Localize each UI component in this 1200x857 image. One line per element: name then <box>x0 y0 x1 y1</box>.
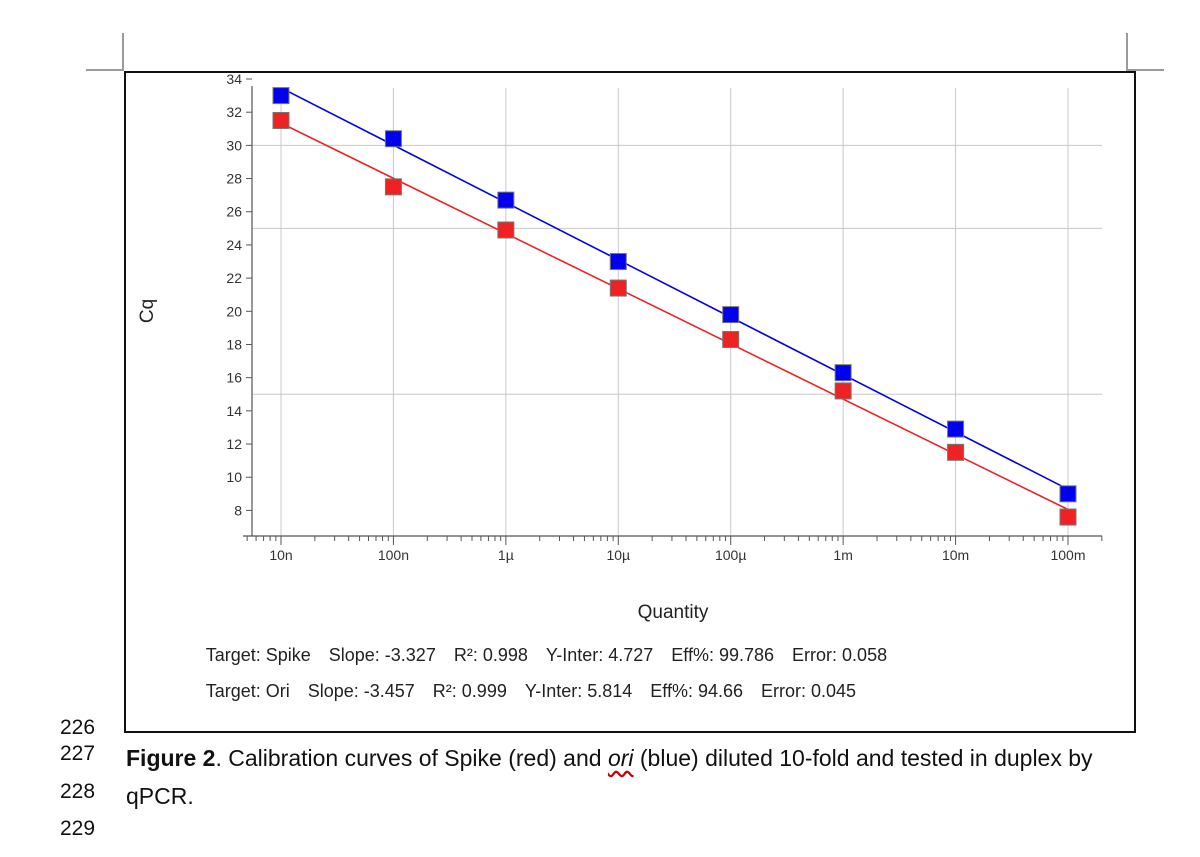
x-tick-label: 1m <box>833 547 852 563</box>
fit-line-ori <box>280 87 1069 491</box>
x-tick-label: 100µ <box>715 547 746 563</box>
x-tick-label: 10m <box>942 547 969 563</box>
caption-ori-term: ori <box>607 745 634 771</box>
data-point-spike <box>947 443 965 461</box>
line-number: 228 <box>60 780 96 803</box>
y-tick-label: 22 <box>226 270 242 286</box>
stat-error: Error: 0.045 <box>761 681 857 701</box>
y-tick-label: 34 <box>226 71 242 87</box>
data-point-spike <box>272 111 290 129</box>
data-point-ori <box>384 130 402 148</box>
x-axis-title: Quantity <box>638 602 709 623</box>
data-point-ori <box>722 306 740 324</box>
stat-r2: R²: 0.998 <box>453 645 528 665</box>
y-tick-label: 12 <box>226 436 242 452</box>
data-point-spike <box>497 221 515 239</box>
x-tick-label: 100m <box>1050 547 1085 563</box>
crop-mark-right-horizontal <box>1126 69 1164 71</box>
data-point-ori <box>947 420 965 438</box>
caption-text-2: (blue) diluted 10-fold and tested in dup… <box>126 745 1093 809</box>
figure-frame <box>124 71 1136 733</box>
stat-target: Target: Spike <box>205 645 311 665</box>
x-tick-label: 10n <box>269 547 292 563</box>
data-point-spike <box>722 331 740 349</box>
stat-slope: Slope: -3.327 <box>328 645 436 665</box>
crop-mark-left-vertical <box>122 33 124 71</box>
x-tick-label: 1µ <box>498 547 514 563</box>
caption-text-1: . Calibration curves of Spike (red) and <box>215 745 608 771</box>
stat-target: Target: Ori <box>205 681 290 701</box>
stat-eff: Eff%: 99.786 <box>671 645 775 665</box>
calibration-chart: 8 10 12 14 16 18 20 22 24 26 28 30 32 34 10n 100n 1µ 10µ 1… <box>137 71 1103 623</box>
y-tick-label: 24 <box>226 237 242 253</box>
data-point-spike <box>834 382 852 400</box>
y-tick-label: 32 <box>226 104 242 120</box>
stat-yinter: Y-Inter: 5.814 <box>524 681 633 701</box>
series-spike <box>272 111 1077 526</box>
y-tick-label: 18 <box>226 336 242 352</box>
crop-mark-left-horizontal <box>86 69 124 71</box>
stat-r2: R²: 0.999 <box>432 681 507 701</box>
y-axis-title: Cq <box>137 299 158 323</box>
data-point-ori <box>834 364 852 382</box>
data-point-ori <box>1059 485 1077 503</box>
stat-eff: Eff%: 94.66 <box>650 681 743 701</box>
caption-label: Figure 2 <box>126 745 216 771</box>
series-ori <box>272 87 1077 503</box>
y-tick-label: 30 <box>226 137 242 153</box>
data-point-spike <box>384 178 402 196</box>
stats-ori-row: Target: Ori Slope: -3.457 R²: 0.999 Y-Inter… <box>196 660 874 702</box>
x-tick-label: 10µ <box>606 547 630 563</box>
line-number: 226 <box>60 716 96 739</box>
data-point-ori <box>272 87 290 105</box>
crop-mark-right-vertical <box>1126 33 1128 71</box>
data-point-ori <box>497 191 515 209</box>
stat-slope: Slope: -3.457 <box>307 681 415 701</box>
data-point-spike <box>1059 508 1077 526</box>
data-point-spike <box>609 279 627 297</box>
line-number: 227 <box>60 742 96 765</box>
line-number: 229 <box>60 817 96 840</box>
figure-caption: Figure 2. Calibration curves of Spike (r… <box>126 739 1136 815</box>
stat-yinter: Y-Inter: 4.727 <box>545 645 654 665</box>
stat-error: Error: 0.058 <box>792 645 888 665</box>
y-tick-label: 20 <box>226 303 242 319</box>
y-tick-label: 28 <box>226 171 242 187</box>
y-tick-label: 10 <box>226 469 242 485</box>
fit-line-spike <box>280 122 1069 511</box>
data-point-ori <box>609 253 627 271</box>
stats-spike-row: Target: Spike Slope: -3.327 R²: 0.998 Y-Int… <box>196 624 905 666</box>
y-tick-label: 14 <box>226 403 242 419</box>
y-tick-label: 16 <box>226 370 242 386</box>
x-tick-label: 100n <box>378 547 409 563</box>
y-tick-label: 8 <box>234 502 242 518</box>
y-tick-label: 26 <box>226 204 242 220</box>
